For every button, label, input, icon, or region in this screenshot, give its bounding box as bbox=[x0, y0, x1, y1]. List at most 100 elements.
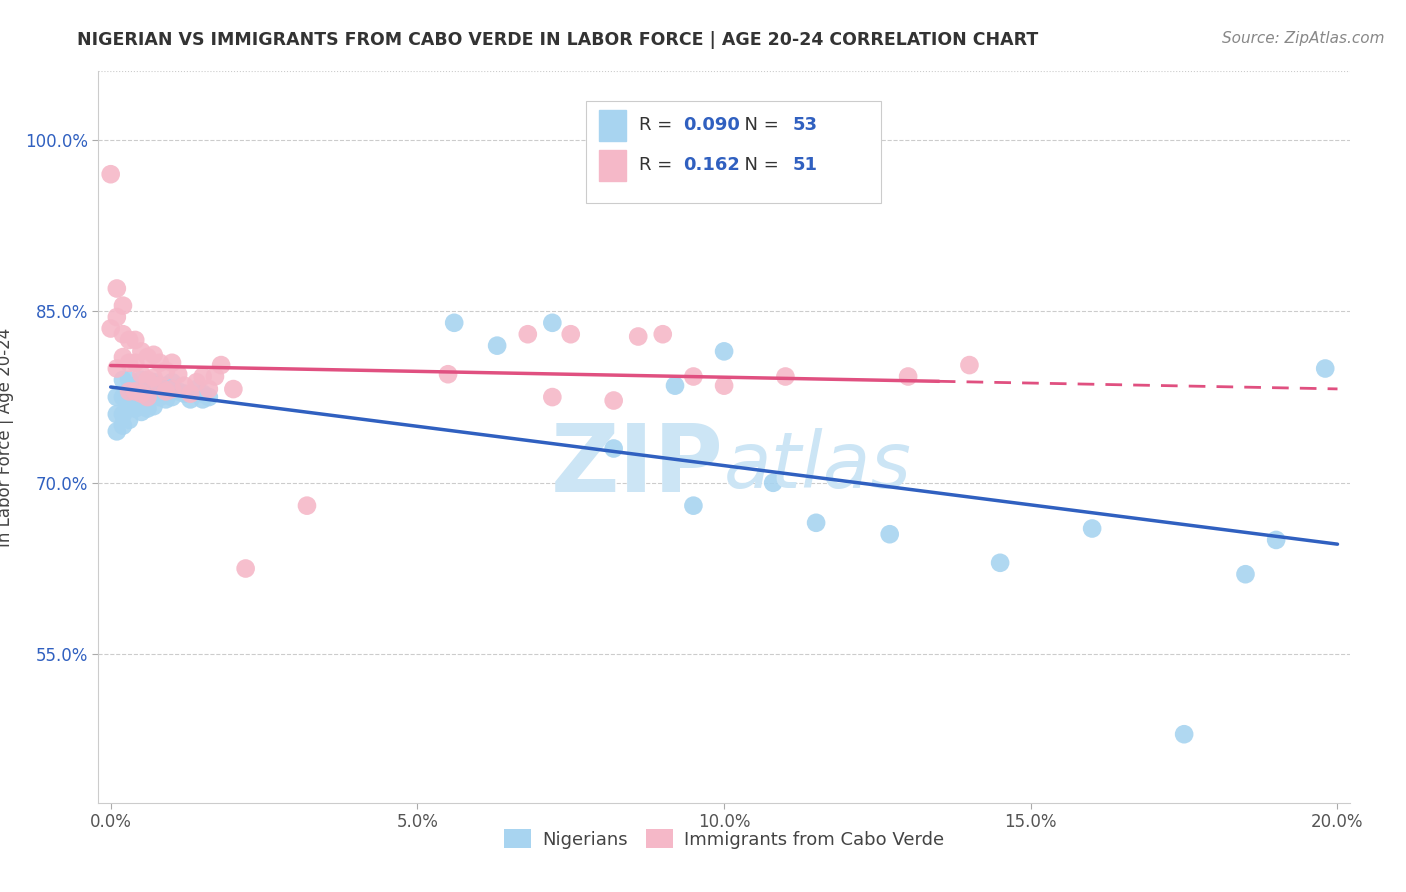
Point bbox=[988, 556, 1011, 570]
Point bbox=[1173, 727, 1195, 741]
Point bbox=[136, 350, 159, 364]
Point bbox=[149, 390, 172, 404]
Point bbox=[155, 364, 177, 378]
Point bbox=[541, 390, 564, 404]
Point bbox=[179, 386, 201, 401]
Point bbox=[713, 378, 735, 392]
Point bbox=[191, 369, 214, 384]
Point bbox=[136, 390, 159, 404]
Point bbox=[186, 375, 208, 389]
FancyBboxPatch shape bbox=[599, 110, 627, 141]
Text: ZIP: ZIP bbox=[551, 420, 724, 512]
Point bbox=[897, 369, 920, 384]
Point bbox=[124, 390, 146, 404]
Point bbox=[204, 369, 226, 384]
Point bbox=[775, 369, 797, 384]
Point bbox=[118, 386, 141, 401]
Point bbox=[136, 378, 159, 392]
Point bbox=[142, 348, 165, 362]
Point bbox=[602, 393, 624, 408]
Point bbox=[602, 442, 624, 456]
Text: R =: R = bbox=[638, 156, 678, 174]
Point bbox=[198, 382, 221, 396]
Point bbox=[136, 401, 159, 416]
Point bbox=[179, 392, 201, 407]
Point bbox=[541, 316, 564, 330]
Point bbox=[804, 516, 827, 530]
Point bbox=[443, 316, 465, 330]
Point bbox=[167, 368, 190, 382]
Point bbox=[959, 358, 981, 372]
Point bbox=[118, 413, 141, 427]
Point bbox=[516, 327, 538, 342]
Text: N =: N = bbox=[733, 116, 785, 134]
Text: N =: N = bbox=[733, 156, 785, 174]
Text: atlas: atlas bbox=[724, 428, 912, 504]
Point bbox=[486, 339, 509, 353]
Point bbox=[149, 378, 172, 392]
Point bbox=[1234, 567, 1257, 582]
Text: 0.090: 0.090 bbox=[683, 116, 740, 134]
Point bbox=[682, 369, 704, 384]
Point bbox=[131, 392, 153, 407]
Point bbox=[131, 368, 153, 382]
Text: 0.162: 0.162 bbox=[683, 156, 740, 174]
Point bbox=[105, 281, 128, 295]
Point bbox=[437, 368, 460, 382]
Point bbox=[160, 382, 183, 396]
Point bbox=[198, 390, 221, 404]
Point bbox=[124, 378, 146, 392]
Point bbox=[1315, 361, 1337, 376]
Point bbox=[142, 399, 165, 413]
Point bbox=[111, 390, 134, 404]
Point bbox=[149, 378, 172, 392]
Point bbox=[173, 386, 195, 401]
Text: NIGERIAN VS IMMIGRANTS FROM CABO VERDE IN LABOR FORCE | AGE 20-24 CORRELATION CH: NIGERIAN VS IMMIGRANTS FROM CABO VERDE I… bbox=[77, 31, 1039, 49]
Point bbox=[160, 390, 183, 404]
Point bbox=[105, 425, 128, 439]
Point bbox=[1265, 533, 1288, 547]
Point bbox=[131, 384, 153, 399]
Point bbox=[155, 378, 177, 392]
FancyBboxPatch shape bbox=[599, 151, 627, 181]
Point bbox=[111, 407, 134, 421]
Point bbox=[118, 356, 141, 370]
Point bbox=[111, 327, 134, 342]
Point bbox=[111, 418, 134, 433]
Point bbox=[191, 386, 214, 401]
Point bbox=[124, 356, 146, 370]
Point bbox=[131, 373, 153, 387]
Point bbox=[167, 384, 190, 399]
Text: R =: R = bbox=[638, 116, 678, 134]
Point bbox=[142, 375, 165, 389]
Text: 53: 53 bbox=[793, 116, 818, 134]
Legend: Nigerians, Immigrants from Cabo Verde: Nigerians, Immigrants from Cabo Verde bbox=[498, 822, 950, 856]
Point bbox=[222, 382, 245, 396]
Point bbox=[209, 358, 232, 372]
Point bbox=[186, 382, 208, 396]
Point bbox=[142, 370, 165, 384]
Point bbox=[118, 384, 141, 399]
Point bbox=[124, 401, 146, 416]
Point bbox=[118, 373, 141, 387]
Point bbox=[131, 344, 153, 359]
FancyBboxPatch shape bbox=[586, 101, 880, 203]
Point bbox=[713, 344, 735, 359]
Point bbox=[160, 375, 183, 389]
Text: 51: 51 bbox=[793, 156, 818, 174]
Point bbox=[111, 350, 134, 364]
Point bbox=[105, 390, 128, 404]
Point bbox=[105, 361, 128, 376]
Point bbox=[136, 373, 159, 387]
Point bbox=[295, 499, 318, 513]
Point bbox=[111, 299, 134, 313]
Point bbox=[149, 356, 172, 370]
Y-axis label: In Labor Force | Age 20-24: In Labor Force | Age 20-24 bbox=[0, 327, 14, 547]
Point bbox=[762, 475, 785, 490]
Point bbox=[560, 327, 582, 342]
Point bbox=[142, 386, 165, 401]
Text: Source: ZipAtlas.com: Source: ZipAtlas.com bbox=[1222, 31, 1385, 46]
Point bbox=[124, 333, 146, 347]
Point bbox=[1081, 521, 1104, 535]
Point bbox=[879, 527, 901, 541]
